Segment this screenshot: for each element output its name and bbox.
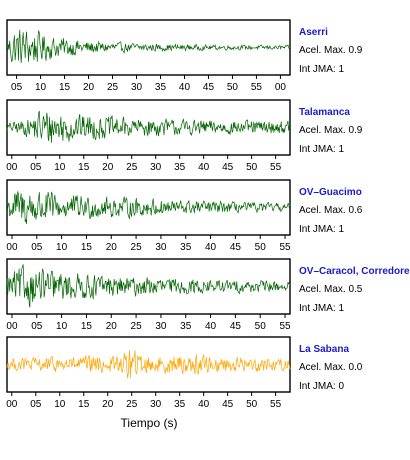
x-tick-label: 35 <box>174 162 186 173</box>
x-tick-label: 15 <box>81 321 93 332</box>
panel-frame <box>6 258 291 315</box>
acel-max-label: Acel. Max. 0.5 <box>299 284 363 295</box>
x-tick-label: 05 <box>31 242 43 253</box>
x-tick-label: 45 <box>203 82 215 93</box>
waveform-trace <box>6 110 291 143</box>
x-tick-label: 00 <box>6 162 18 173</box>
x-tick-label: 45 <box>222 162 234 173</box>
x-tick-label: 10 <box>56 321 68 332</box>
x-tick-label: 20 <box>83 82 95 93</box>
x-tick-label: 55 <box>270 399 282 410</box>
int-jma-label: Int JMA: 0 <box>299 381 344 392</box>
station-name: Talamanca <box>299 107 350 118</box>
x-tick-label: 10 <box>54 399 66 410</box>
x-tick-label: 25 <box>131 321 143 332</box>
x-tick-label: 40 <box>198 399 210 410</box>
x-tick-label: 50 <box>227 82 239 93</box>
x-tick-label: 10 <box>54 162 66 173</box>
x-tick-label: 10 <box>35 82 47 93</box>
station-panel: 05 10 15 20 25 30 35 40 45 50 55 00 Aserri Acel. Max.… <box>6 19 363 93</box>
x-tick-label: 00 <box>6 242 18 253</box>
x-tick-label: 45 <box>230 242 242 253</box>
waveform-trace <box>6 264 291 308</box>
x-tick-label: 15 <box>78 399 90 410</box>
x-tick-label: 05 <box>31 321 43 332</box>
acel-max-label: Acel. Max. 0.9 <box>299 125 363 136</box>
station-panel: 00 05 10 15 20 25 30 35 40 45 50 55 Talamanca Acel. M… <box>6 99 363 173</box>
station-panel: 00 05 10 15 20 25 30 35 40 45 50 55 OV–Guacimo Acel. … <box>6 179 363 253</box>
x-tick-label: 45 <box>230 321 242 332</box>
x-tick-label: 05 <box>11 82 23 93</box>
int-jma-label: Int JMA: 1 <box>299 224 344 235</box>
x-tick-label: 30 <box>150 399 162 410</box>
x-tick-label: 00 <box>275 82 287 93</box>
x-axis-label: Tiempo (s) <box>121 416 178 430</box>
x-tick-label: 15 <box>59 82 71 93</box>
station-name: OV–Caracol, Corredores <box>299 266 410 277</box>
x-tick-label: 00 <box>6 399 18 410</box>
acel-max-label: Acel. Max. 0.6 <box>299 205 363 216</box>
station-panel: 00 05 10 15 20 25 30 35 40 45 50 55 La Sabana Acel. M… <box>6 336 363 410</box>
x-tick-label: 35 <box>155 82 167 93</box>
x-tick-label: 40 <box>198 162 210 173</box>
x-tick-label: 25 <box>126 162 138 173</box>
x-tick-label: 10 <box>56 242 68 253</box>
waveform-trace <box>6 350 291 379</box>
x-tick-label: 25 <box>131 242 143 253</box>
station-name: OV–Guacimo <box>299 187 362 198</box>
x-tick-label: 15 <box>78 162 90 173</box>
x-tick-label: 20 <box>106 242 118 253</box>
int-jma-label: Int JMA: 1 <box>299 144 344 155</box>
x-tick-label: 40 <box>205 242 217 253</box>
x-tick-label: 30 <box>155 242 167 253</box>
x-tick-label: 50 <box>255 242 267 253</box>
int-jma-label: Int JMA: 1 <box>299 303 344 314</box>
x-tick-label: 35 <box>180 321 192 332</box>
x-tick-label: 50 <box>246 399 258 410</box>
x-tick-label: 20 <box>102 399 114 410</box>
x-tick-label: 55 <box>279 242 291 253</box>
acel-max-label: Acel. Max. 0.9 <box>299 45 363 56</box>
waveform-trace <box>6 191 291 224</box>
x-tick-label: 50 <box>255 321 267 332</box>
x-tick-label: 50 <box>246 162 258 173</box>
panel-frame <box>6 336 291 393</box>
x-tick-label: 05 <box>30 162 42 173</box>
x-tick-label: 55 <box>279 321 291 332</box>
x-tick-label: 35 <box>174 399 186 410</box>
x-tick-label: 00 <box>6 321 18 332</box>
x-tick-label: 55 <box>251 82 263 93</box>
x-tick-label: 35 <box>180 242 192 253</box>
x-tick-label: 05 <box>30 399 42 410</box>
x-tick-label: 30 <box>131 82 143 93</box>
waveform-trace <box>6 29 291 64</box>
x-tick-label: 40 <box>205 321 217 332</box>
int-jma-label: Int JMA: 1 <box>299 64 344 75</box>
station-name: La Sabana <box>299 344 349 355</box>
station-name: Aserri <box>299 27 328 38</box>
x-tick-label: 30 <box>150 162 162 173</box>
station-panel: 00 05 10 15 20 25 30 35 40 45 50 55 OV–Caracol, Corr… <box>6 258 410 332</box>
x-tick-label: 45 <box>222 399 234 410</box>
x-tick-label: 15 <box>81 242 93 253</box>
x-tick-label: 20 <box>106 321 118 332</box>
x-tick-label: 20 <box>102 162 114 173</box>
acel-max-label: Acel. Max. 0.0 <box>299 362 363 373</box>
x-tick-label: 30 <box>155 321 167 332</box>
x-tick-label: 25 <box>107 82 119 93</box>
x-tick-label: 40 <box>179 82 191 93</box>
x-tick-label: 25 <box>126 399 138 410</box>
x-tick-label: 55 <box>270 162 282 173</box>
